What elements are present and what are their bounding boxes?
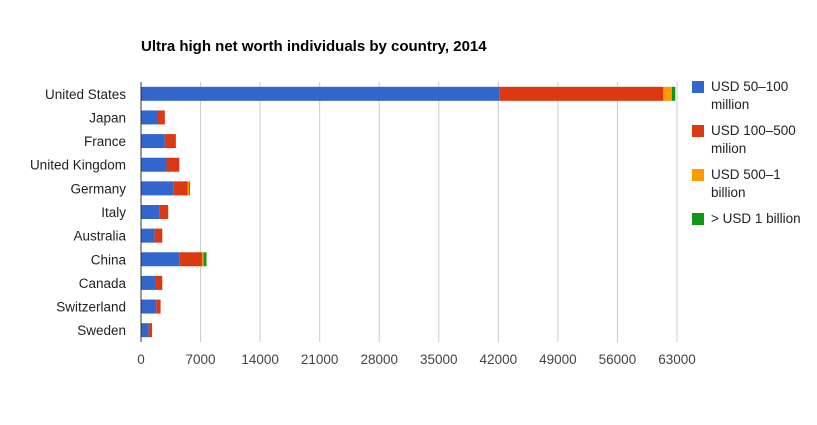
legend-swatch — [692, 81, 704, 93]
legend-item[interactable]: USD 100–500 milion — [692, 122, 812, 158]
legend-label: USD 50–100 million — [711, 79, 789, 112]
bar-segment[interactable] — [499, 86, 664, 101]
legend-label: > USD 1 billion — [711, 211, 801, 226]
bar-segment[interactable] — [141, 275, 156, 290]
legend-item[interactable]: USD 50–100 million — [692, 78, 812, 114]
x-tick-label: 21000 — [301, 352, 339, 367]
bar-segment[interactable] — [155, 275, 163, 290]
legend-swatch — [692, 213, 704, 225]
bar-segment[interactable] — [141, 205, 160, 219]
bar-segment[interactable] — [141, 228, 155, 243]
legend-label: USD 100–500 milion — [711, 123, 796, 156]
bar-segment[interactable] — [141, 299, 157, 314]
bar-segment[interactable] — [173, 181, 188, 196]
category-label: Australia — [73, 229, 126, 244]
bar-segment[interactable] — [202, 252, 204, 267]
category-label: France — [84, 134, 126, 149]
category-label: Italy — [101, 205, 126, 220]
x-tick-label: 42000 — [480, 352, 518, 367]
chart-title: Ultra high net worth individuals by coun… — [141, 38, 487, 55]
bar-segment[interactable] — [141, 134, 165, 149]
x-tick-label: 7000 — [186, 352, 216, 367]
category-label: Japan — [89, 110, 126, 125]
bar-segment[interactable] — [141, 157, 167, 172]
category-label: Sweden — [77, 323, 126, 338]
x-tick-label: 63000 — [658, 352, 696, 367]
legend-swatch — [692, 169, 704, 181]
category-label: Switzerland — [56, 300, 126, 315]
legend-swatch — [692, 125, 704, 137]
category-label: Germany — [70, 181, 126, 196]
bar-segment[interactable] — [179, 252, 203, 267]
bar-segment[interactable] — [164, 134, 176, 149]
bar-segment[interactable] — [154, 228, 163, 243]
bar-segment[interactable] — [671, 86, 676, 101]
bar-segment[interactable] — [141, 323, 149, 338]
x-tick-label: 35000 — [420, 352, 458, 367]
legend-label: USD 500–1 billion — [711, 167, 781, 200]
bar-segment[interactable] — [158, 110, 165, 125]
x-tick-label: 14000 — [241, 352, 279, 367]
bar-segment[interactable] — [203, 252, 207, 267]
category-label: United States — [45, 87, 126, 102]
bar-segment[interactable] — [141, 110, 159, 125]
chart-legend: USD 50–100 million USD 100–500 milion USD … — [692, 78, 812, 236]
category-label: Canada — [79, 276, 127, 291]
x-tick-label: 56000 — [599, 352, 637, 367]
bar-segment[interactable] — [156, 299, 161, 314]
x-tick-label: 49000 — [539, 352, 577, 367]
bar-segment[interactable] — [189, 181, 190, 196]
bar-segment[interactable] — [187, 181, 190, 196]
category-label: United Kingdom — [30, 158, 126, 173]
legend-item[interactable]: > USD 1 billion — [692, 210, 812, 228]
x-tick-label: 28000 — [360, 352, 398, 367]
bar-segment[interactable] — [141, 86, 500, 101]
category-label: China — [91, 252, 127, 267]
bar-segment[interactable] — [141, 181, 174, 196]
x-tick-label: 0 — [137, 352, 145, 367]
bar-segment[interactable] — [141, 252, 180, 267]
bar-segment[interactable] — [159, 205, 169, 219]
bar-segment[interactable] — [148, 323, 153, 338]
legend-item[interactable]: USD 500–1 billion — [692, 166, 812, 202]
bar-segment[interactable] — [166, 157, 180, 172]
bar-segment[interactable] — [663, 86, 672, 101]
